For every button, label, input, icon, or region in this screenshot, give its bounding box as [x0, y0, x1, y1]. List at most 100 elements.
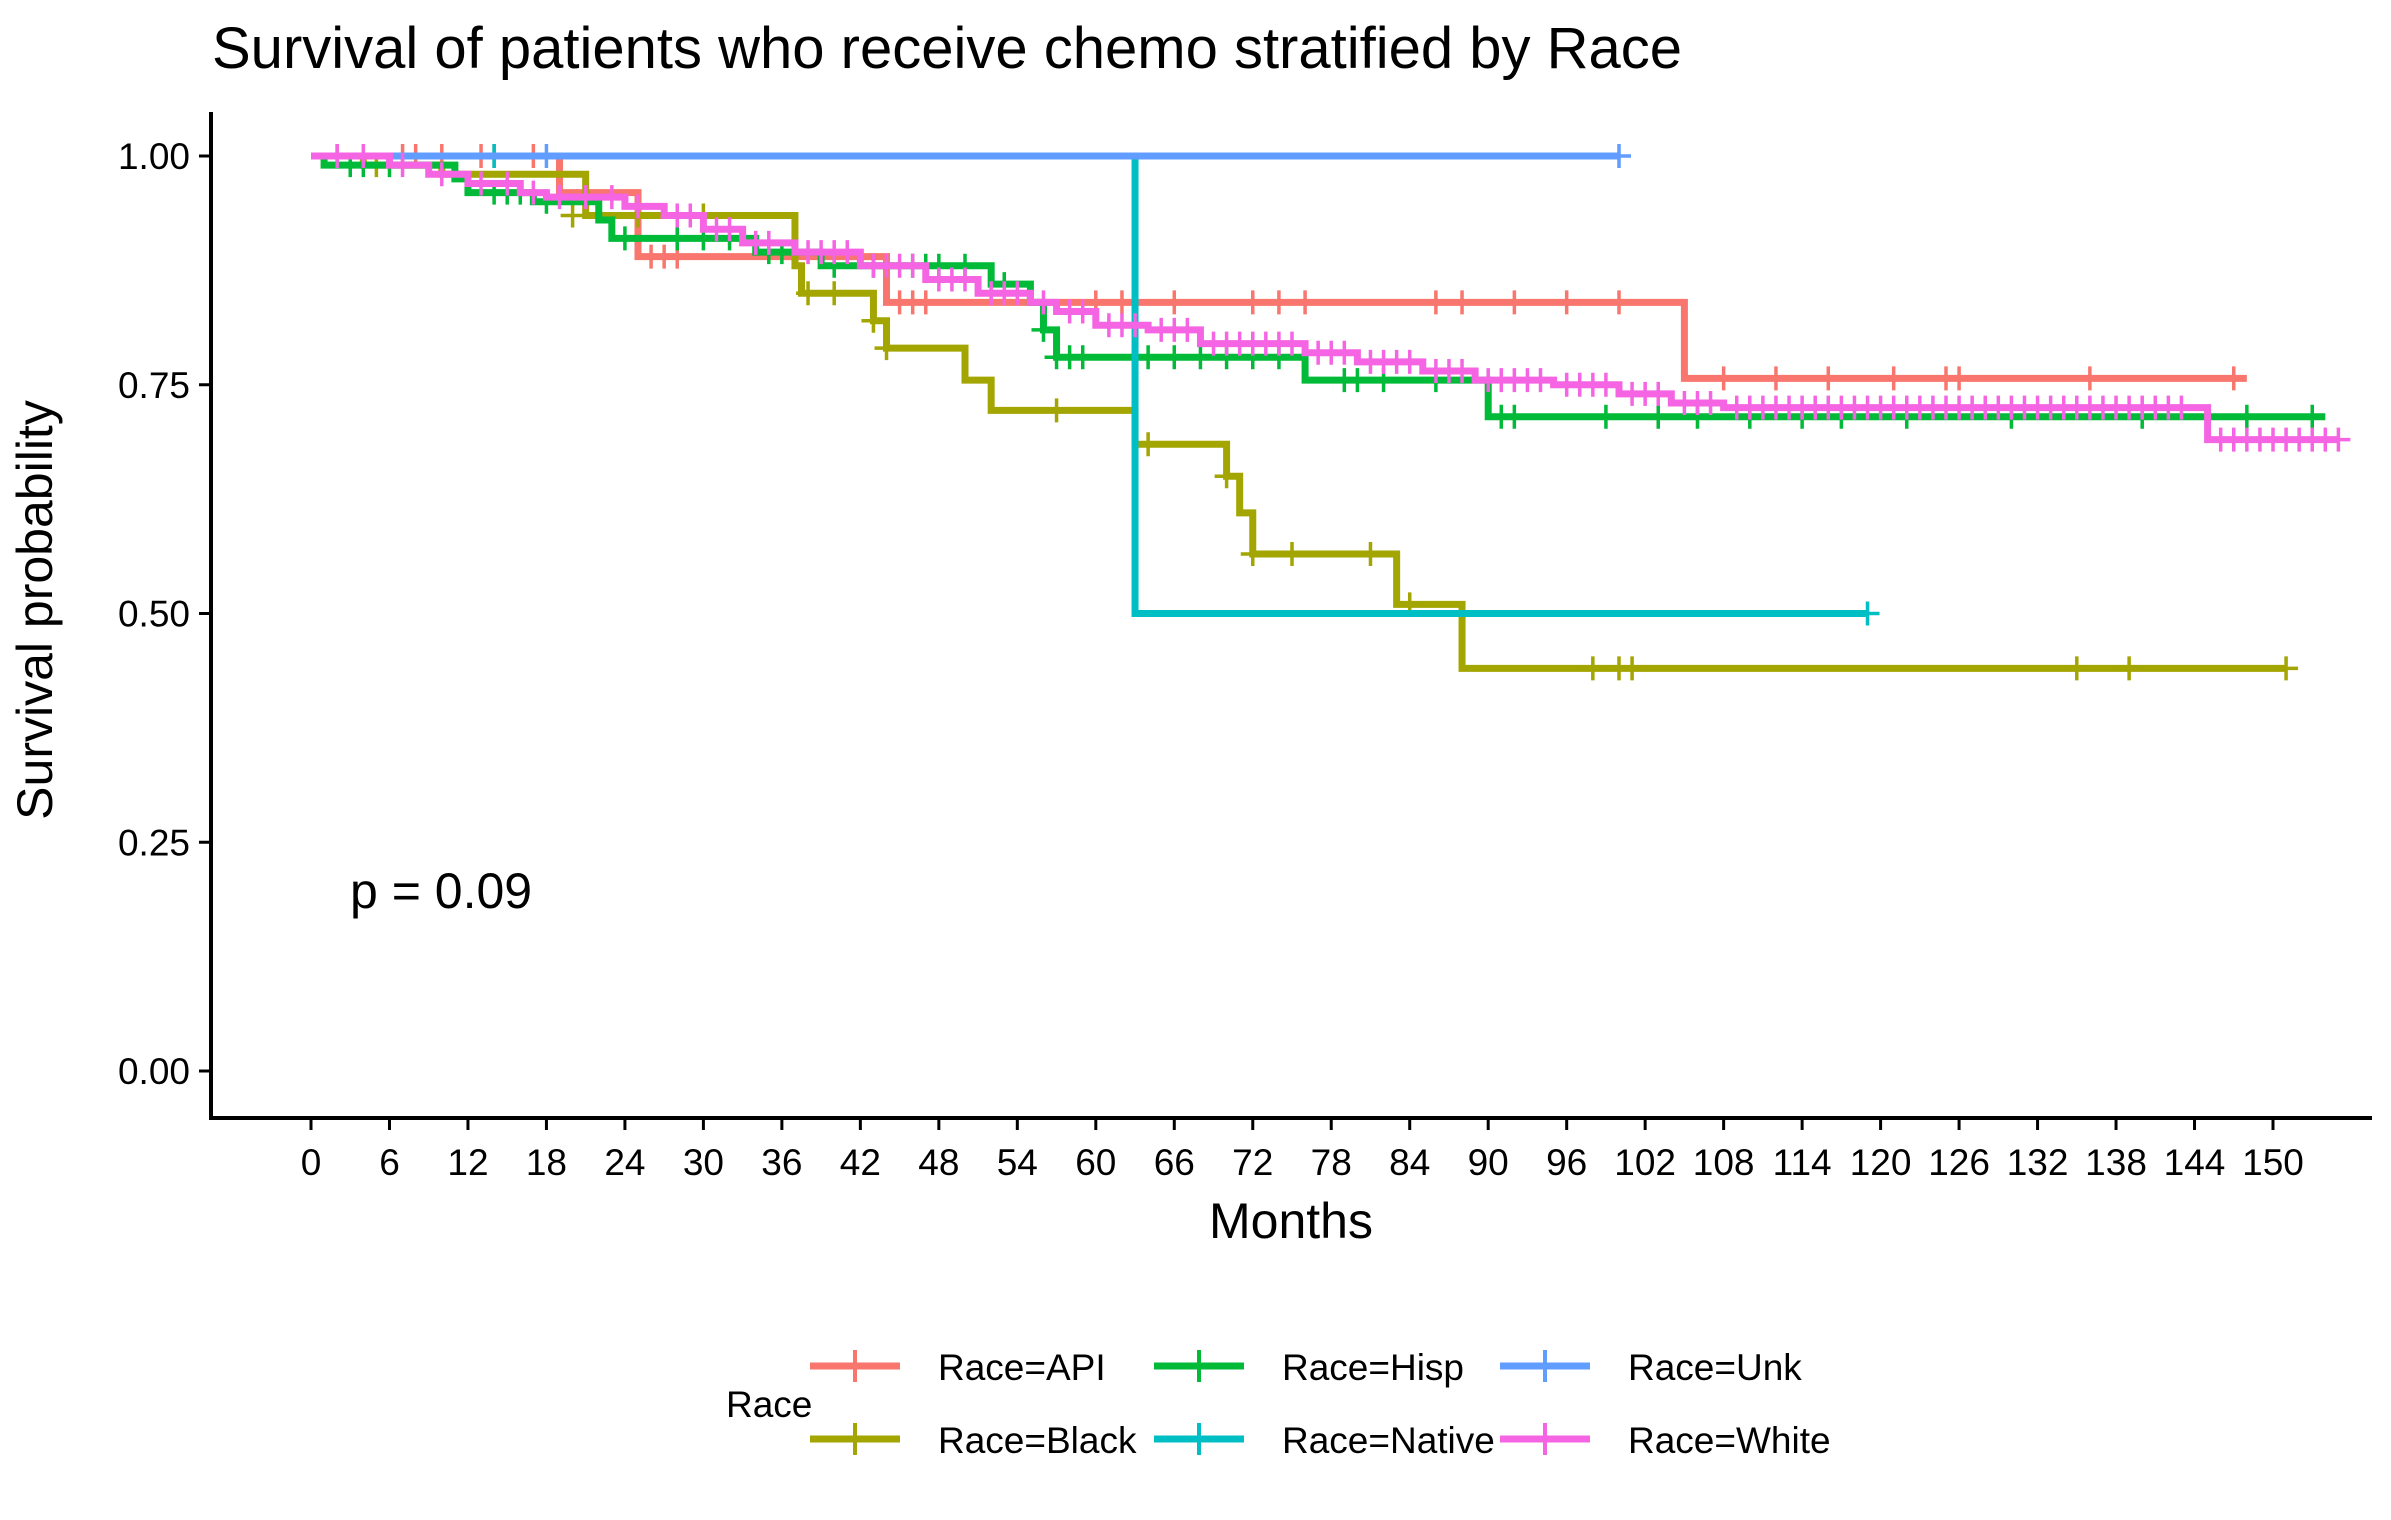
censor-mark [1214, 464, 1239, 489]
censor-mark [1162, 345, 1187, 370]
x-tick-label: 90 [1468, 1142, 1509, 1183]
x-tick-label: 0 [301, 1142, 322, 1183]
censor-mark [547, 185, 572, 210]
x-tick-label: 72 [1232, 1142, 1273, 1183]
censor-mark [1332, 340, 1357, 365]
survival-curve-race-black [311, 152, 2287, 672]
x-tick-label: 48 [918, 1142, 959, 1183]
censor-mark [351, 144, 376, 168]
censor-mark [665, 226, 690, 251]
y-tick-label: 0.75 [118, 365, 190, 406]
y-tick-label: 0.50 [118, 594, 190, 635]
censor-mark [1240, 542, 1265, 567]
censor-mark [1162, 290, 1187, 315]
y-tick-label: 0.00 [118, 1051, 190, 1092]
series-race-unk [311, 144, 1631, 168]
survival-curve-race-native [311, 152, 1868, 617]
censor-mark [835, 240, 860, 265]
censor-mark [1280, 331, 1304, 356]
censor-mark [1763, 366, 1788, 391]
x-tick-label: 138 [2085, 1142, 2147, 1183]
censor-mark [1005, 281, 1030, 306]
censor-mark [599, 185, 624, 210]
censor-mark [1947, 366, 1972, 391]
censor-mark [913, 290, 938, 315]
censor-mark [1070, 345, 1095, 370]
censor-mark [1070, 299, 1095, 324]
plot-area: 0 6 12 18 24 30 36 42 48 54 60 66 72 78 84 90 96 102 108 11… [118, 112, 2372, 1183]
censor-mark [1423, 290, 1448, 315]
series-layer [311, 144, 2351, 681]
legend: Race Race=API Race=Hisp Race=Unk Race=Black… [726, 1347, 1831, 1461]
censor-mark [1266, 290, 1291, 315]
censor-mark [626, 194, 650, 219]
legend-item-race-api: Race=API [810, 1347, 1106, 1388]
x-tick-label: 42 [840, 1142, 881, 1183]
x-tick-label: 126 [1928, 1142, 1990, 1183]
censor-mark [2077, 366, 2102, 391]
legend-censor-mark [1531, 1350, 1559, 1382]
censor-mark [560, 203, 585, 228]
censor-mark [678, 203, 703, 228]
y-ticks: 0.00 0.25 0.50 0.75 1.00 [118, 136, 211, 1092]
censor-mark [469, 171, 494, 196]
censor-mark [1855, 601, 1880, 626]
censor-mark [1593, 404, 1618, 429]
censor-mark [874, 336, 899, 361]
y-tick-label: 0.25 [118, 822, 190, 863]
legend-label: Race=White [1628, 1420, 1831, 1461]
censor-mark [2326, 427, 2351, 452]
legend-item-race-white: Race=White [1500, 1420, 1831, 1461]
x-tick-label: 12 [447, 1142, 488, 1183]
censor-mark [1502, 404, 1527, 429]
censor-mark [1528, 368, 1553, 393]
x-tick-label: 102 [1614, 1142, 1676, 1183]
x-tick-label: 36 [761, 1142, 802, 1183]
legend-censor-mark [841, 1423, 869, 1455]
legend-title: Race [726, 1384, 812, 1425]
series-race-white [311, 144, 2351, 452]
censor-mark [1031, 317, 1056, 342]
x-tick-label: 24 [604, 1142, 645, 1183]
censor-mark [1031, 290, 1056, 315]
x-tick-label: 114 [1773, 1142, 1832, 1183]
censor-mark [1450, 359, 1475, 384]
x-axis-title: Months [1209, 1193, 1373, 1249]
censor-mark [1607, 144, 1631, 168]
censor-mark [953, 267, 977, 292]
legend-label: Race=Hisp [1282, 1347, 1464, 1388]
censor-mark [1502, 290, 1527, 315]
censor-mark [2064, 656, 2089, 681]
series-race-black [311, 152, 2299, 681]
censor-mark [1620, 656, 1645, 681]
censor-mark [1450, 290, 1475, 315]
censor-mark [2221, 366, 2246, 391]
censor-mark [390, 153, 415, 178]
censor-mark [521, 180, 546, 205]
censor-mark [822, 281, 847, 306]
x-ticks: 0 6 12 18 24 30 36 42 48 54 60 66 72 78 84 90 96 102 108 11… [301, 1118, 2304, 1183]
x-tick-label: 132 [2007, 1142, 2069, 1183]
censor-mark [796, 281, 821, 306]
x-tick-label: 66 [1154, 1142, 1195, 1183]
x-tick-label: 144 [2164, 1142, 2226, 1183]
censor-mark [2117, 656, 2142, 681]
censor-mark [717, 217, 742, 242]
legend-item-race-hisp: Race=Hisp [1154, 1347, 1464, 1388]
censor-mark [2169, 395, 2194, 420]
legend-censor-mark [841, 1350, 869, 1382]
x-tick-label: 96 [1546, 1142, 1587, 1183]
censor-mark [1711, 366, 1736, 391]
censor-mark [1397, 349, 1422, 374]
censor-mark [1698, 391, 1723, 416]
legend-censor-mark [1531, 1423, 1559, 1455]
censor-mark [1188, 345, 1213, 370]
x-tick-label: 6 [379, 1142, 400, 1183]
censor-mark [429, 162, 454, 187]
x-tick-label: 30 [683, 1142, 724, 1183]
censor-mark [1044, 398, 1069, 423]
legend-label: Race=Unk [1628, 1347, 1802, 1388]
censor-mark [612, 226, 637, 251]
censor-mark [534, 144, 559, 168]
